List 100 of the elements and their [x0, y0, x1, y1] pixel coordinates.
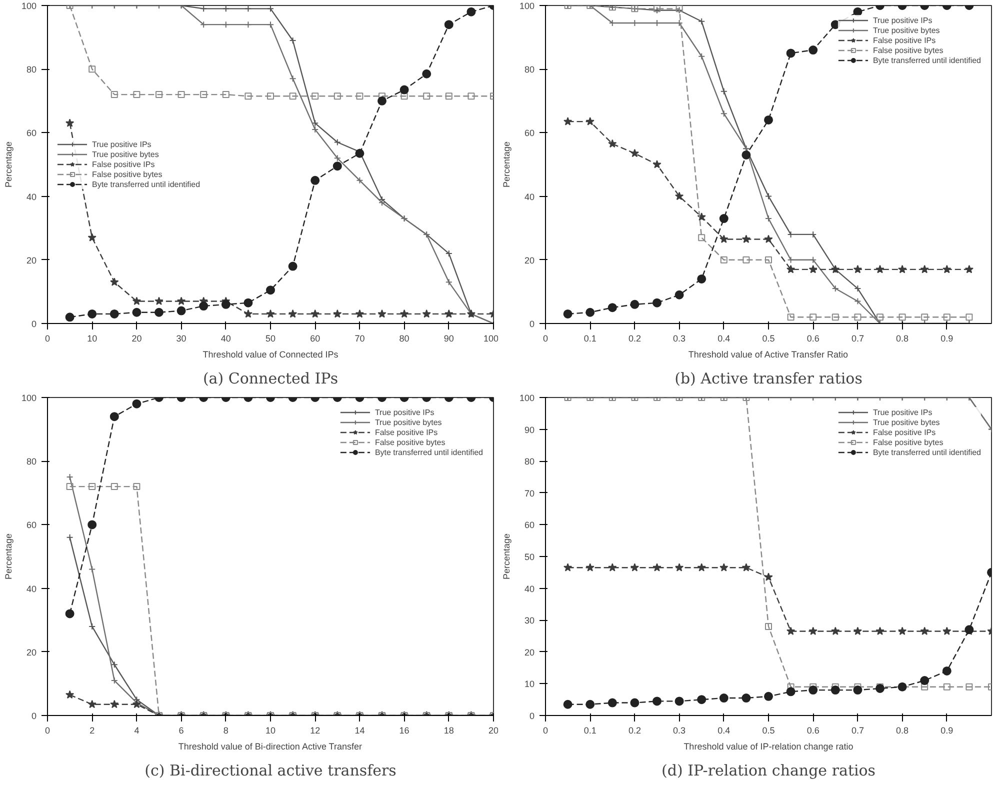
- legend-label: Byte transferred until identified: [374, 447, 483, 457]
- x-tick-label: 0: [542, 726, 548, 736]
- legend-label: False positive bytes: [872, 437, 944, 447]
- y-tick-label: 80: [26, 456, 37, 467]
- y-tick-label: 20: [524, 647, 535, 658]
- x-tick-label: 0.8: [896, 334, 909, 344]
- y-tick-label: 40: [524, 192, 535, 202]
- y-axis-title: Percentage: [501, 141, 512, 188]
- x-tick-label: 10: [265, 726, 276, 736]
- x-tick-label: 0.5: [762, 726, 775, 736]
- x-tick-label: 0.3: [673, 334, 686, 344]
- y-tick-label: 40: [26, 192, 37, 202]
- y-tick-label: 20: [524, 255, 535, 266]
- x-tick-label: 20: [132, 334, 142, 344]
- legend-label: False positive IPs: [872, 35, 936, 45]
- y-tick-label: 10: [524, 679, 535, 690]
- legend-label: True positive IPs: [872, 407, 932, 417]
- y-tick-label: 80: [26, 64, 37, 75]
- y-tick-label: 60: [524, 128, 535, 138]
- y-axis-title: Percentage: [3, 141, 14, 188]
- x-tick-label: 40: [220, 334, 231, 344]
- x-tick-label: 2: [90, 726, 95, 736]
- x-tick-label: 8: [223, 726, 228, 736]
- x-tick-label: 0: [44, 334, 50, 344]
- legend-label: True positive bytes: [92, 149, 159, 159]
- legend-label: True positive bytes: [872, 25, 940, 35]
- x-tick-label: 90: [444, 334, 454, 344]
- x-tick-label: 0.2: [628, 334, 641, 344]
- x-tick-label: 0.6: [806, 334, 820, 344]
- legend-label: Byte transferred until identified: [872, 55, 981, 65]
- y-tick-label: 60: [26, 128, 37, 138]
- legend-label: Byte transferred until identified: [872, 447, 981, 457]
- x-tick-label: 0.4: [718, 334, 730, 344]
- x-tick-label: 10: [87, 334, 98, 344]
- legend-label: True positive IPs: [374, 407, 434, 417]
- y-tick-label: 100: [519, 1, 535, 11]
- legend-label: Byte transferred until identified: [92, 179, 200, 189]
- legend-label: True positive IPs: [872, 15, 932, 25]
- x-axis-title: Threshold value of Connected IPs: [202, 350, 339, 360]
- x-tick-label: 14: [354, 726, 365, 736]
- y-tick-label: 40: [26, 584, 37, 594]
- text: (b) Active transfer ratios: [674, 370, 862, 388]
- legend-label: True positive bytes: [374, 417, 442, 427]
- x-tick-label: 0.5: [762, 334, 775, 344]
- legend-label: True positive IPs: [92, 139, 152, 149]
- x-tick-label: 70: [354, 334, 365, 344]
- y-tick-label: 20: [26, 255, 37, 266]
- text: (a) Connected IPs: [202, 370, 338, 388]
- y-tick-label: 80: [524, 64, 535, 75]
- x-tick-label: 0: [44, 726, 50, 736]
- x-tick-label: 100: [483, 334, 499, 344]
- x-tick-label: 16: [399, 726, 410, 736]
- legend-label: False positive IPs: [872, 427, 936, 437]
- x-tick-label: 6: [178, 726, 184, 736]
- y-tick-label: 100: [21, 393, 37, 403]
- y-tick-label: 70: [524, 488, 535, 498]
- y-tick-label: 0: [529, 319, 535, 329]
- x-tick-label: 18: [444, 726, 454, 736]
- x-tick-label: 4: [134, 726, 140, 736]
- y-tick-label: 90: [524, 424, 535, 435]
- y-tick-label: 100: [519, 393, 535, 403]
- y-tick-label: 30: [524, 616, 535, 626]
- x-tick-label: 50: [265, 334, 276, 344]
- x-tick-label: 0.7: [851, 334, 864, 344]
- x-tick-label: 30: [176, 334, 186, 344]
- x-axis-title: Threshold value of Bi-direction Active Transfer: [178, 742, 362, 752]
- y-axis-title: Percentage: [501, 533, 512, 580]
- y-tick-label: 60: [26, 520, 37, 530]
- text: (d) IP-relation change ratios: [662, 762, 876, 780]
- legend-label: True positive bytes: [872, 417, 940, 427]
- x-tick-label: 0.1: [584, 726, 596, 736]
- x-tick-label: 20: [488, 726, 499, 736]
- y-tick-label: 20: [26, 647, 37, 658]
- y-tick-label: 0: [31, 319, 37, 329]
- y-tick-label: 0: [529, 711, 535, 721]
- x-tick-label: 0.2: [628, 726, 641, 736]
- x-tick-label: 0.3: [673, 726, 686, 736]
- legend-label: False positive bytes: [872, 45, 944, 55]
- x-tick-label: 60: [310, 334, 320, 344]
- y-tick-label: 0: [31, 711, 37, 721]
- legend-label: False positive IPs: [92, 159, 155, 169]
- legend-label: False positive IPs: [374, 427, 438, 437]
- y-tick-label: 40: [524, 584, 535, 594]
- y-tick-label: 50: [524, 552, 535, 562]
- text: (c) Bi-directional active transfers: [144, 762, 396, 780]
- x-axis-title: Threshold value of IP-relation change ratio: [684, 742, 854, 752]
- x-tick-label: 0.4: [718, 726, 730, 736]
- x-tick-label: 0: [542, 334, 548, 344]
- x-tick-label: 0.1: [584, 334, 596, 344]
- x-tick-label: 0.9: [940, 334, 954, 344]
- x-tick-label: 80: [399, 334, 410, 344]
- legend-label: False positive bytes: [92, 169, 162, 179]
- x-tick-label: 0.9: [940, 726, 954, 736]
- x-tick-label: 0.7: [851, 726, 864, 736]
- y-axis-title: Percentage: [3, 533, 14, 580]
- x-tick-label: 0.8: [896, 726, 909, 736]
- legend-label: False positive bytes: [374, 437, 446, 447]
- y-tick-label: 100: [21, 1, 37, 11]
- x-axis-title: Threshold value of Active Transfer Ratio: [688, 350, 848, 360]
- x-tick-label: 12: [310, 726, 320, 736]
